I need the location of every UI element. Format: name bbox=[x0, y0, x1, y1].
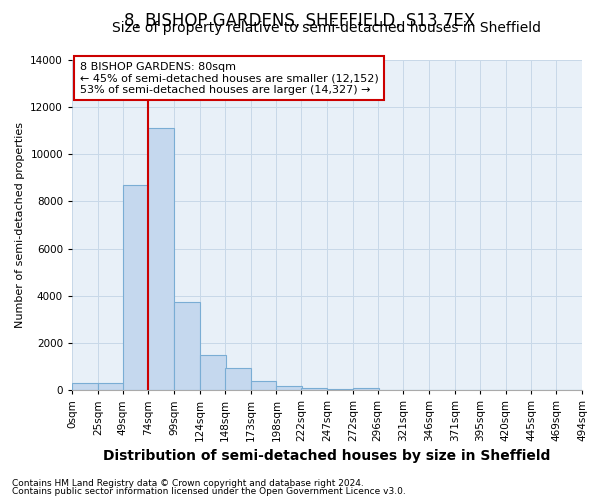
Title: Size of property relative to semi-detached houses in Sheffield: Size of property relative to semi-detach… bbox=[113, 21, 542, 35]
Bar bbox=[72, 383, 98, 390]
Text: 8, BISHOP GARDENS, SHEFFIELD, S13 7EX: 8, BISHOP GARDENS, SHEFFIELD, S13 7EX bbox=[124, 12, 476, 30]
Bar bbox=[277, 386, 302, 390]
Bar bbox=[200, 354, 226, 390]
Bar bbox=[225, 368, 251, 390]
Text: Contains HM Land Registry data © Crown copyright and database right 2024.: Contains HM Land Registry data © Crown c… bbox=[12, 478, 364, 488]
Bar bbox=[98, 383, 124, 390]
Bar bbox=[148, 128, 174, 390]
Bar bbox=[301, 388, 327, 390]
Bar bbox=[353, 388, 379, 390]
Bar bbox=[122, 185, 148, 390]
Text: 8 BISHOP GARDENS: 80sqm
← 45% of semi-detached houses are smaller (12,152)
53% o: 8 BISHOP GARDENS: 80sqm ← 45% of semi-de… bbox=[80, 62, 379, 95]
Bar bbox=[174, 302, 200, 390]
Bar bbox=[251, 380, 277, 390]
Text: Contains public sector information licensed under the Open Government Licence v3: Contains public sector information licen… bbox=[12, 488, 406, 496]
X-axis label: Distribution of semi-detached houses by size in Sheffield: Distribution of semi-detached houses by … bbox=[103, 450, 551, 464]
Y-axis label: Number of semi-detached properties: Number of semi-detached properties bbox=[14, 122, 25, 328]
